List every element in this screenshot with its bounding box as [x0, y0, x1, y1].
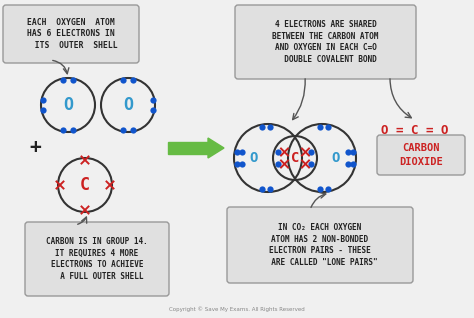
Text: CARBON
DIOXIDE: CARBON DIOXIDE: [399, 143, 443, 167]
Text: C: C: [291, 151, 299, 165]
Text: O: O: [63, 96, 73, 114]
Text: EACH  OXYGEN  ATOM
HAS 6 ELECTRONS IN
  ITS  OUTER  SHELL: EACH OXYGEN ATOM HAS 6 ELECTRONS IN ITS …: [25, 18, 117, 50]
FancyBboxPatch shape: [3, 5, 139, 63]
Text: O: O: [250, 151, 258, 165]
Text: CARBON IS IN GROUP 14.
IT REQUIRES 4 MORE
ELECTRONS TO ACHIEVE
  A FULL OUTER SH: CARBON IS IN GROUP 14. IT REQUIRES 4 MOR…: [46, 237, 148, 281]
FancyBboxPatch shape: [235, 5, 416, 79]
Text: C: C: [80, 176, 90, 194]
Text: O = C = O: O = C = O: [381, 123, 449, 136]
Text: +: +: [29, 139, 41, 157]
Bar: [168, 142, 208, 154]
Text: O: O: [123, 96, 133, 114]
FancyBboxPatch shape: [25, 222, 169, 296]
FancyBboxPatch shape: [227, 207, 413, 283]
Text: 4 ELECTRONS ARE SHARED
BETWEEN THE CARBON ATOM
AND OXYGEN IN EACH C=O
  DOUBLE C: 4 ELECTRONS ARE SHARED BETWEEN THE CARBO…: [272, 20, 379, 64]
Text: O: O: [332, 151, 340, 165]
FancyBboxPatch shape: [377, 135, 465, 175]
Text: IN CO₂ EACH OXYGEN
ATOM HAS 2 NON-BONDED
ELECTRON PAIRS - THESE
  ARE CALLED "LO: IN CO₂ EACH OXYGEN ATOM HAS 2 NON-BONDED…: [262, 223, 378, 267]
Polygon shape: [208, 138, 224, 158]
Text: Copyright © Save My Exams. All Rights Reserved: Copyright © Save My Exams. All Rights Re…: [169, 306, 305, 312]
